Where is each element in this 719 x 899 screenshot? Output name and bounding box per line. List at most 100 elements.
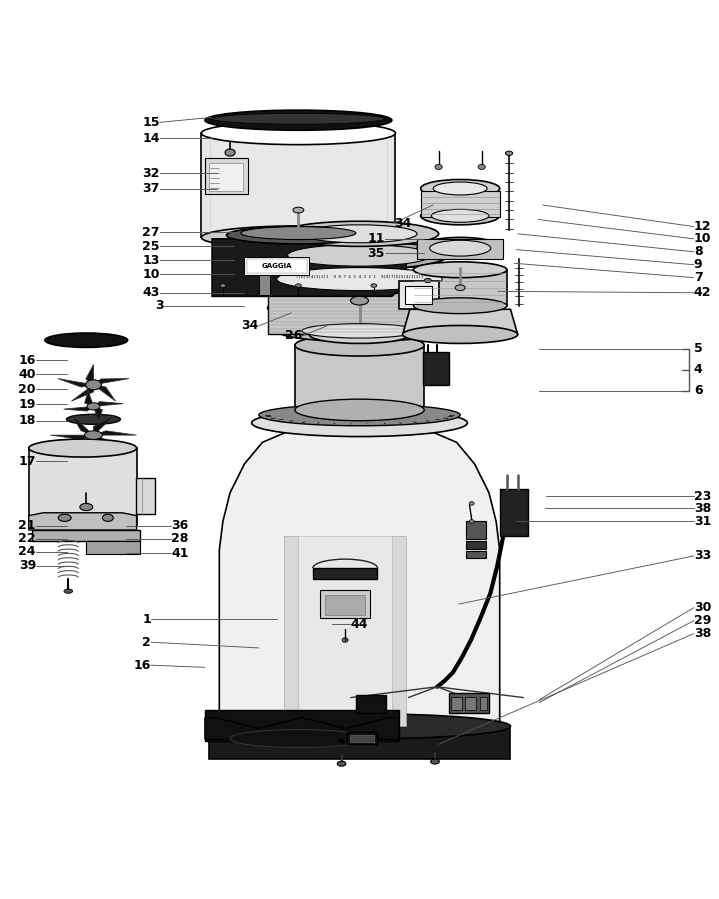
Ellipse shape [260, 264, 459, 294]
Ellipse shape [429, 240, 490, 256]
Polygon shape [201, 133, 395, 237]
Text: GAGGIA: GAGGIA [262, 263, 292, 269]
Bar [500, 489, 528, 536]
Polygon shape [93, 431, 137, 435]
Ellipse shape [66, 414, 121, 424]
Polygon shape [313, 568, 377, 579]
Text: 18: 18 [19, 414, 36, 427]
Polygon shape [93, 385, 116, 401]
Ellipse shape [209, 714, 510, 739]
Ellipse shape [469, 520, 475, 523]
Ellipse shape [45, 333, 128, 347]
Text: 32: 32 [142, 167, 160, 180]
Text: 6: 6 [694, 384, 702, 397]
Text: 11: 11 [367, 232, 385, 245]
Polygon shape [423, 352, 449, 385]
Polygon shape [71, 385, 93, 401]
Text: 39: 39 [19, 559, 36, 573]
Ellipse shape [351, 297, 368, 305]
Ellipse shape [431, 759, 439, 764]
Text: 8: 8 [694, 245, 702, 258]
Polygon shape [252, 237, 345, 264]
Polygon shape [219, 423, 500, 726]
Ellipse shape [29, 439, 137, 457]
Ellipse shape [417, 237, 503, 259]
Text: 9: 9 [694, 258, 702, 271]
Bar [205, 158, 248, 194]
Bar [449, 693, 489, 714]
Text: 29: 29 [694, 614, 711, 628]
Text: 1: 1 [142, 613, 151, 626]
Polygon shape [295, 345, 424, 410]
Ellipse shape [293, 207, 303, 213]
Polygon shape [93, 435, 115, 455]
Text: 10: 10 [142, 268, 160, 280]
Polygon shape [72, 435, 93, 455]
Ellipse shape [505, 151, 513, 156]
Polygon shape [392, 536, 406, 726]
Ellipse shape [342, 638, 348, 642]
Polygon shape [72, 415, 93, 435]
Text: 38: 38 [694, 628, 711, 640]
Ellipse shape [205, 111, 392, 130]
Ellipse shape [201, 121, 395, 145]
Text: 17: 17 [19, 455, 36, 467]
Text: 14: 14 [142, 131, 160, 145]
Bar [244, 257, 309, 275]
Text: 20: 20 [19, 383, 36, 396]
Ellipse shape [421, 207, 500, 225]
Ellipse shape [337, 761, 346, 766]
Ellipse shape [403, 325, 518, 343]
Ellipse shape [80, 503, 93, 511]
Ellipse shape [435, 165, 442, 169]
Ellipse shape [424, 279, 431, 282]
Ellipse shape [339, 739, 344, 743]
Text: 37: 37 [142, 182, 160, 195]
Ellipse shape [272, 241, 447, 270]
Ellipse shape [230, 730, 367, 748]
Ellipse shape [29, 516, 137, 534]
Ellipse shape [259, 405, 460, 426]
Polygon shape [347, 732, 377, 744]
Text: 13: 13 [142, 254, 160, 267]
Ellipse shape [371, 284, 377, 288]
Text: 40: 40 [19, 368, 36, 380]
Polygon shape [93, 415, 115, 435]
Bar [466, 541, 486, 549]
Polygon shape [86, 365, 93, 385]
Polygon shape [93, 406, 102, 422]
Ellipse shape [225, 149, 235, 156]
Ellipse shape [220, 284, 226, 288]
Polygon shape [403, 309, 518, 334]
Ellipse shape [431, 209, 489, 222]
Text: 42: 42 [694, 286, 711, 299]
Ellipse shape [302, 225, 417, 243]
Text: 21: 21 [19, 520, 36, 532]
Ellipse shape [280, 221, 439, 246]
Text: 16: 16 [134, 659, 151, 672]
Polygon shape [86, 541, 140, 554]
Bar [325, 595, 365, 615]
Ellipse shape [296, 284, 301, 288]
Text: 23: 23 [694, 490, 711, 503]
Polygon shape [399, 280, 439, 309]
Polygon shape [58, 378, 93, 387]
Ellipse shape [264, 258, 333, 271]
Polygon shape [64, 406, 93, 411]
Ellipse shape [277, 268, 442, 290]
Polygon shape [267, 291, 452, 334]
Ellipse shape [252, 409, 467, 437]
Ellipse shape [277, 320, 442, 342]
Text: 24: 24 [19, 545, 36, 558]
Polygon shape [29, 448, 137, 525]
Polygon shape [85, 391, 93, 406]
Bar [466, 521, 486, 539]
Bar [466, 551, 486, 558]
Text: 31: 31 [694, 515, 711, 528]
Text: 43: 43 [142, 286, 160, 299]
Ellipse shape [58, 514, 71, 521]
Bar [209, 164, 243, 191]
Polygon shape [93, 378, 129, 385]
Text: 38: 38 [694, 502, 711, 515]
Text: 34: 34 [242, 319, 259, 333]
